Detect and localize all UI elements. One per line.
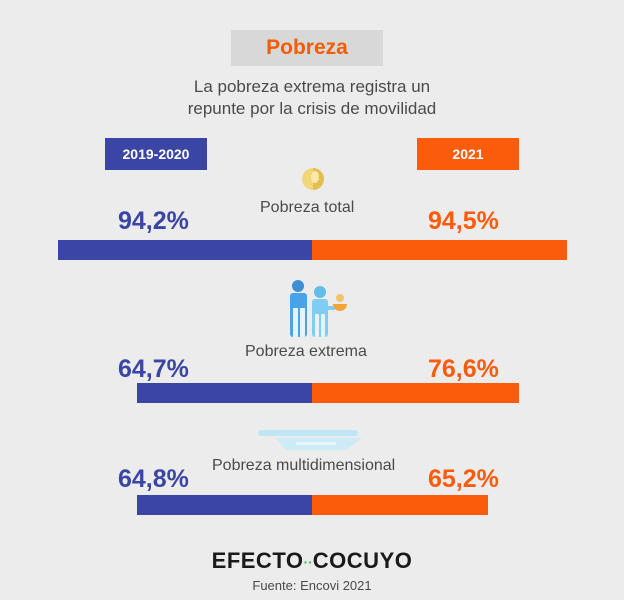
category-pobreza-multidimensional: Pobreza multidimensional [208, 457, 400, 475]
page-title: Pobreza [231, 30, 383, 66]
brand-logo-dots: ·· [303, 554, 313, 571]
value-2019-2020-pobreza-multidimensional: 64,8% [118, 465, 189, 493]
value-2019-2020-pobreza-extrema: 64,7% [118, 355, 189, 383]
bar-2019-2020-pobreza-total [57, 240, 312, 260]
category-pobreza-total: Pobreza total [256, 199, 359, 217]
bar-2021-pobreza-extrema [312, 383, 519, 403]
page-title-text: Pobreza [266, 36, 348, 59]
legend-2019-2020: 2019-2020 [105, 138, 207, 170]
bar-2021-pobreza-total [312, 240, 568, 260]
subtitle-line-1: La pobreza extrema registra un [193, 77, 431, 96]
source-note: Fuente: Encovi 2021 [252, 578, 372, 593]
legend-2021: 2021 [417, 138, 519, 170]
value-2021-pobreza-extrema: 76,6% [428, 355, 499, 383]
legend-2021-label: 2021 [452, 146, 484, 162]
value-2021-pobreza-multidimensional: 65,2% [428, 465, 499, 493]
legend-2019-2020-label: 2019-2020 [122, 146, 190, 162]
bar-2019-2020-pobreza-extrema [137, 383, 312, 403]
bar-2021-pobreza-multidimensional [312, 495, 489, 515]
coin-icon [302, 168, 324, 190]
plate-icon [258, 430, 362, 450]
value-2019-2020-pobreza-total: 94,2% [118, 207, 189, 235]
family-icon [290, 280, 347, 337]
brand-logo: EFECTO··COCUYO [0, 548, 624, 574]
subtitle: La pobreza extrema registra un repunte p… [0, 76, 624, 120]
subtitle-line-2: repunte por la crisis de movilidad [187, 99, 437, 118]
value-2021-pobreza-total: 94,5% [428, 207, 499, 235]
bar-2019-2020-pobreza-multidimensional [137, 495, 312, 515]
brand-logo-left: EFECTO [211, 548, 304, 573]
category-pobreza-extrema: Pobreza extrema [241, 343, 371, 361]
brand-logo-right: COCUYO [312, 548, 413, 573]
